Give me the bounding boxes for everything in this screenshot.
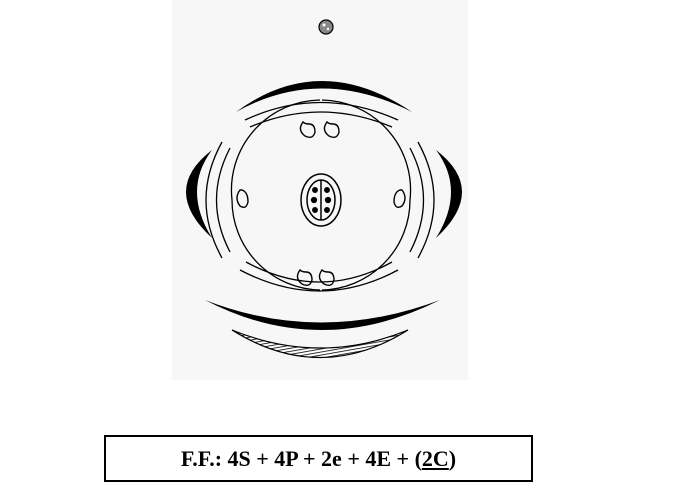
sepal-left bbox=[186, 150, 212, 238]
stamen-right bbox=[393, 189, 406, 209]
formula-text: F.F.: 4S + 4P + 2e + 4E + ( bbox=[180, 445, 422, 471]
sepal-bottom bbox=[205, 300, 440, 330]
bract bbox=[231, 329, 409, 358]
floral-axis bbox=[318, 19, 334, 35]
petal-whorl bbox=[205, 101, 435, 292]
sepal-right bbox=[436, 150, 462, 238]
formula-closing: ) bbox=[448, 445, 457, 471]
formula-underlined-carpels: 2C bbox=[421, 445, 449, 471]
floral-formula: F.F.: 4S + 4P + 2e + 4E + (2C) bbox=[104, 435, 533, 482]
inner-whorl bbox=[230, 99, 412, 291]
sepal-top bbox=[236, 81, 412, 112]
stamen-group-bottom bbox=[296, 268, 335, 287]
stamen-group-top bbox=[299, 120, 340, 139]
stamen-left bbox=[236, 189, 249, 209]
diagram-panel bbox=[172, 0, 468, 380]
ovary bbox=[300, 173, 342, 227]
